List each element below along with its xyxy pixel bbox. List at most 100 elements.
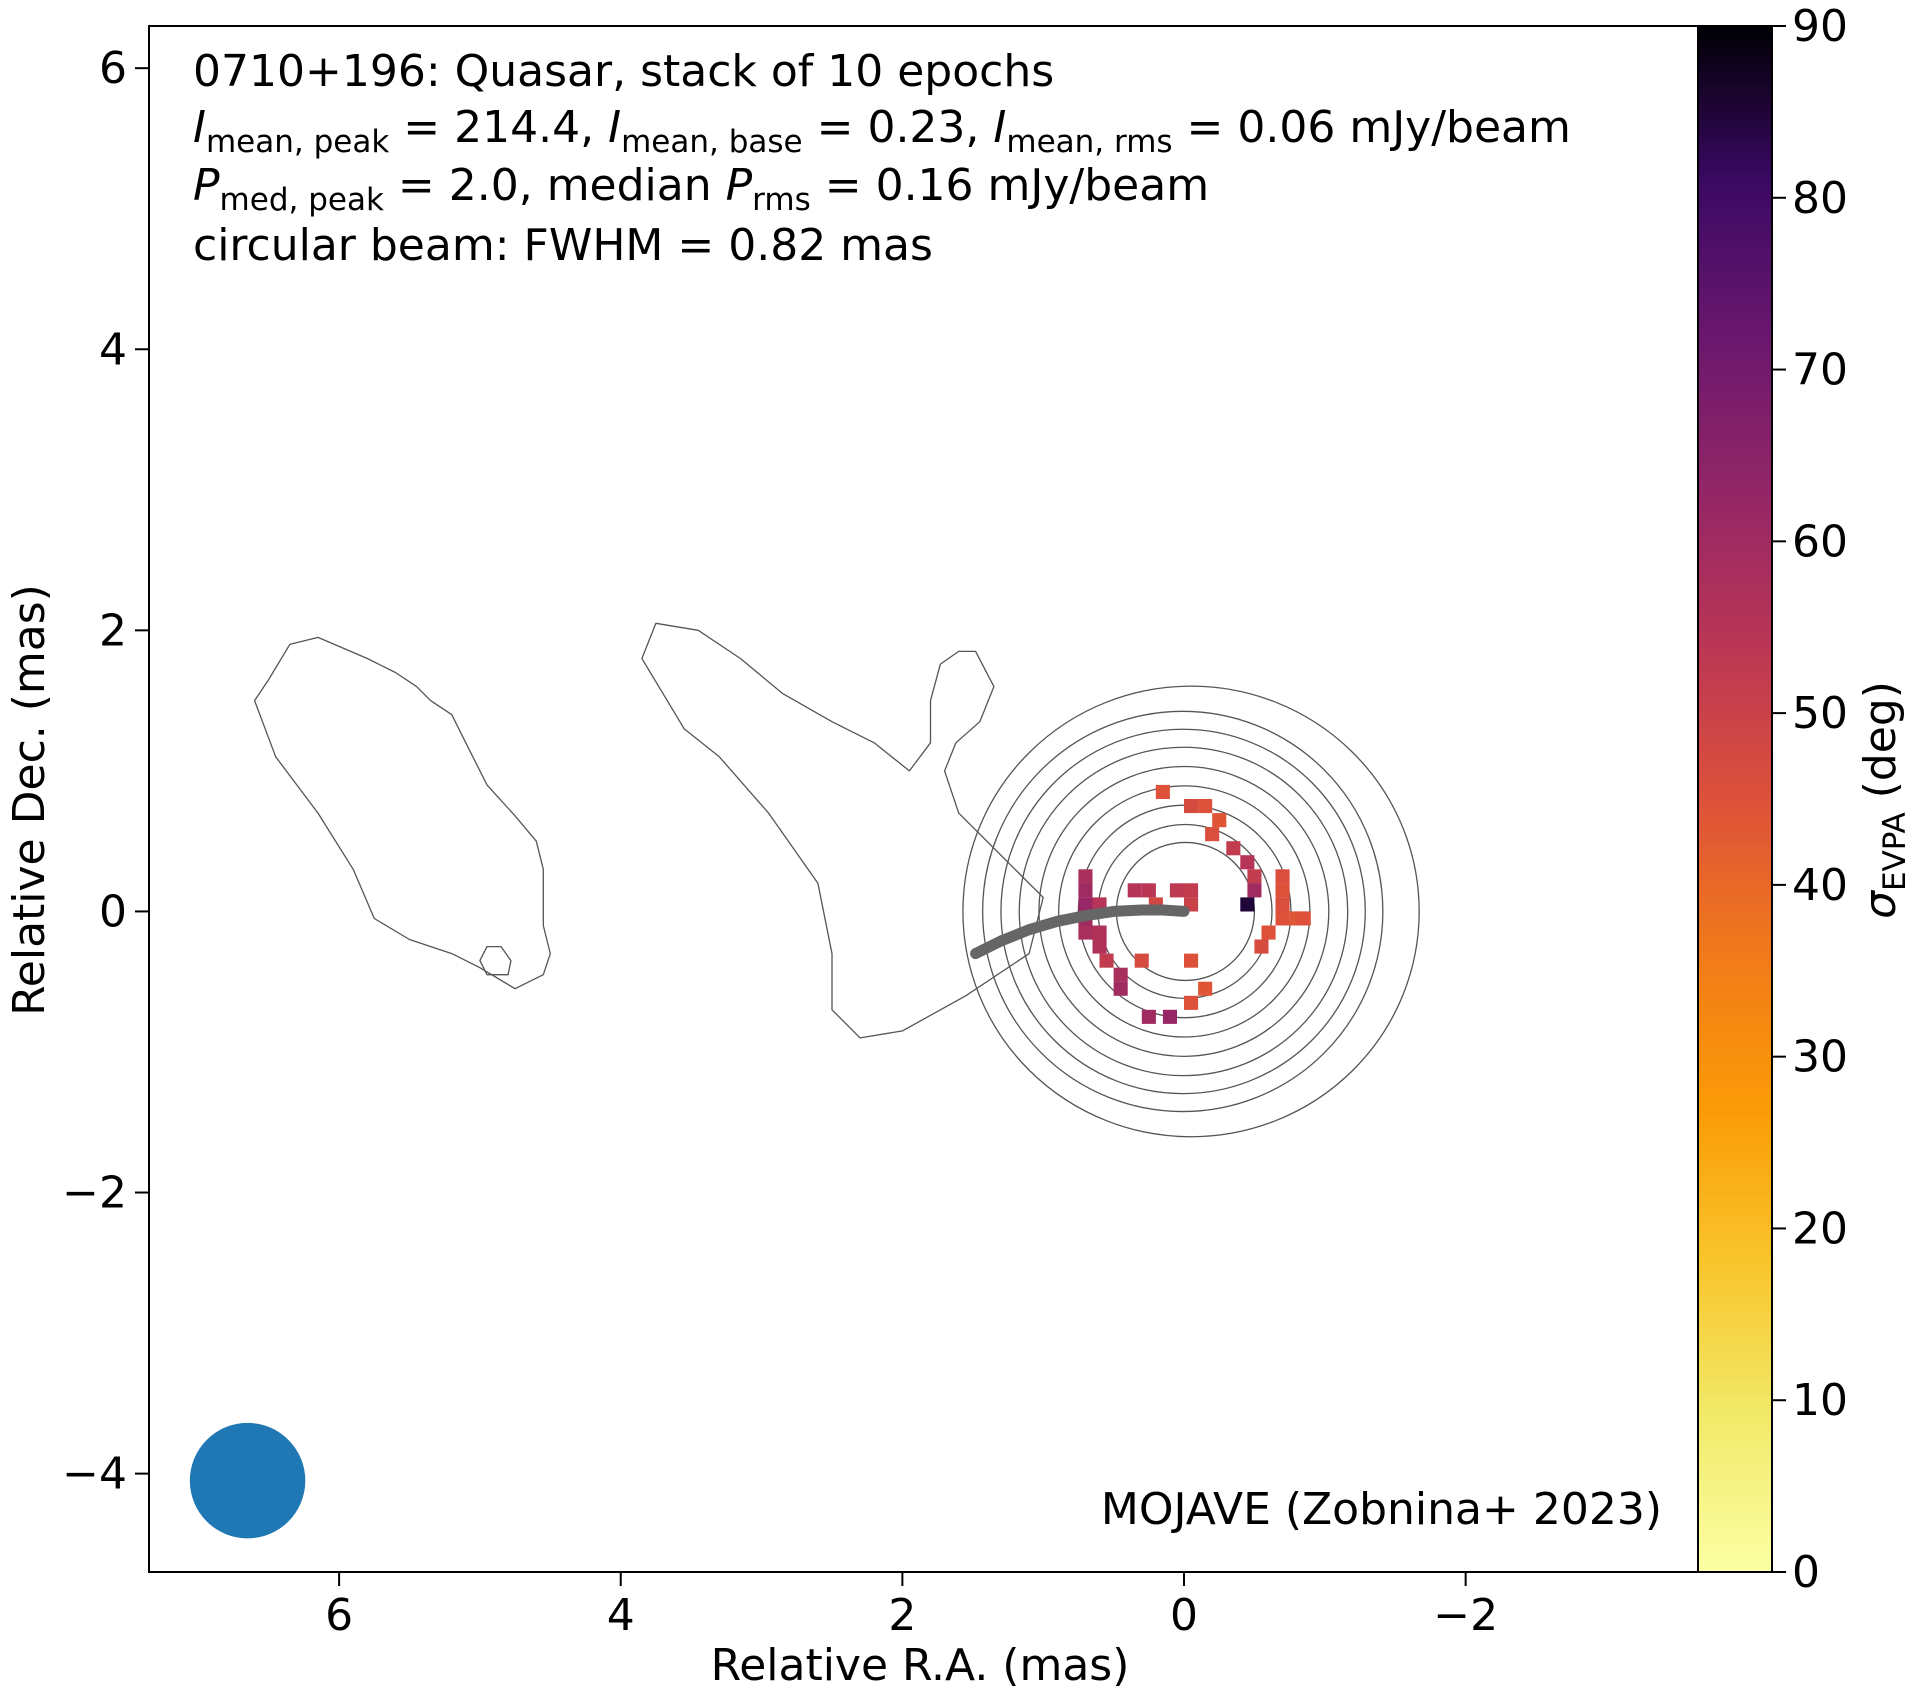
core-contour [1000, 728, 1366, 1095]
evpa-std-pixel [1141, 883, 1156, 898]
info-subscript: rms [752, 182, 811, 218]
evpa-std-pixel [1092, 925, 1107, 940]
colorbar-label-unit: (deg) [1855, 681, 1905, 812]
evpa-std-pixel [1184, 995, 1199, 1010]
x-tick-label: 0 [1170, 1590, 1198, 1641]
evpa-std-pixel [1226, 841, 1241, 856]
jet-ridgeline [970, 904, 1190, 960]
evpa-std-pixel [1184, 953, 1199, 968]
evpa-std-pixel [1155, 784, 1170, 799]
info-polarization: Pmed, peak = 2.0, median Prms = 0.16 mJy… [193, 160, 1209, 218]
info-intensity: Imean, peak = 214.4, Imean, base = 0.23,… [193, 102, 1571, 160]
evpa-std-pixel [1184, 799, 1199, 814]
info-text: = 0.16 mJy/beam [811, 160, 1209, 211]
colorbar-tick-label: 30 [1792, 1032, 1848, 1083]
evpa-std-pixel [1275, 869, 1290, 884]
evpa-std-pixel [1296, 911, 1311, 926]
x-axis-label: Relative R.A. (mas) [711, 1640, 1130, 1691]
evpa-std-pixel [1113, 967, 1128, 982]
evpa-std-pixel [1092, 939, 1107, 954]
evpa-std-pixel [1141, 1009, 1156, 1024]
evpa-std-pixel [1162, 1009, 1177, 1024]
evpa-std-pixel [1240, 897, 1255, 912]
colorbar-label-subscript: EVPA [1877, 812, 1905, 891]
info-text: = 2.0, median [384, 160, 726, 211]
evpa-std-pixel [1078, 883, 1093, 898]
x-tick-label: 2 [888, 1590, 916, 1641]
evpa-std-pixel [1261, 925, 1276, 940]
info-text: = 0.23, [803, 102, 994, 153]
core-contour-outer [962, 685, 1420, 1138]
evpa-std-pixels [1078, 784, 1311, 1024]
evpa-std-pixel [1078, 897, 1093, 912]
evpa-std-pixel [1099, 953, 1114, 968]
y-tick-label: 6 [99, 43, 127, 94]
y-tick-label: 2 [99, 605, 127, 656]
evpa-std-pixel [1205, 827, 1220, 842]
colorbar-tick-label: 10 [1792, 1375, 1848, 1426]
evpa-std-pixel [1212, 813, 1227, 828]
core-contour [1018, 746, 1349, 1077]
intensity-contours [253, 622, 1420, 1138]
colorbar-tick-label: 70 [1792, 345, 1848, 396]
info-text: = 0.06 mJy/beam [1173, 102, 1571, 153]
y-tick-label: −2 [62, 1168, 127, 1219]
info-text: = 214.4, [389, 102, 608, 153]
x-axis-ticks: 6 4 2 0 −2 [325, 1572, 1498, 1641]
evpa-std-pixel [1184, 883, 1199, 898]
info-subscript: mean, peak [206, 124, 389, 160]
jet-lobe-contour [641, 622, 1044, 1039]
x-tick-label: 4 [607, 1590, 635, 1641]
evpa-std-pixel [1275, 897, 1290, 912]
info-subscript: mean, base [621, 124, 803, 160]
evpa-std-pixel [1134, 953, 1149, 968]
evpa-std-pixel [1198, 799, 1213, 814]
info-subscript: med, peak [220, 182, 384, 218]
info-subscript: mean, rms [1006, 124, 1172, 160]
outer-contour-island [253, 636, 551, 990]
y-axis-label: Relative Dec. (mas) [4, 584, 55, 1016]
y-axis-ticks: −4 −2 0 2 4 6 [62, 43, 149, 1500]
colorbar [1697, 25, 1773, 1573]
evpa-std-pixel [1169, 883, 1184, 898]
colorbar-tick-label: 90 [1792, 1, 1848, 52]
colorbar-tick-label: 40 [1792, 860, 1848, 911]
evpa-std-pixel [1275, 911, 1290, 926]
colorbar-ticks: 0 10 20 30 40 50 60 70 80 90 [1772, 1, 1848, 1598]
info-title: 0710+196: Quasar, stack of 10 epochs [193, 46, 1054, 97]
info-beam: circular beam: FWHM = 0.82 mas [193, 220, 933, 271]
evpa-std-pixel [1254, 939, 1269, 954]
core-contour [981, 710, 1384, 1113]
evpa-std-pixel [1113, 981, 1128, 996]
evpa-std-pixel [1078, 869, 1093, 884]
credit-annotation: MOJAVE (Zobnina+ 2023) [1101, 1484, 1662, 1535]
info-symbol: I [993, 102, 1006, 153]
colorbar-tick-label: 50 [1792, 688, 1848, 739]
x-tick-label: 6 [325, 1590, 353, 1641]
info-symbol: P [193, 160, 220, 211]
info-block: 0710+196: Quasar, stack of 10 epochs Ime… [193, 46, 1571, 271]
beam-circle [189, 1422, 306, 1539]
colorbar-label: σEVPA (deg) [1855, 681, 1905, 919]
y-tick-label: −4 [62, 1449, 127, 1500]
evpa-std-pixel [1240, 855, 1255, 870]
info-symbol: I [193, 102, 206, 153]
colorbar-tick-label: 20 [1792, 1203, 1848, 1254]
colorbar-label-symbol: σ [1855, 890, 1905, 919]
colorbar-tick-label: 60 [1792, 516, 1848, 567]
ridgeline-path [970, 904, 1190, 960]
evpa-std-pixel [1275, 883, 1290, 898]
y-tick-label: 0 [99, 886, 127, 937]
info-symbol: I [608, 102, 621, 153]
x-tick-label: −2 [1433, 1590, 1498, 1641]
evpa-std-pixel [1247, 869, 1262, 884]
evpa-std-pixel [1247, 883, 1262, 898]
info-symbol: P [726, 160, 753, 211]
core-contour [1038, 765, 1330, 1057]
evpa-std-pixel [1078, 925, 1093, 940]
y-tick-label: 4 [99, 324, 127, 375]
evpa-std-pixel [1127, 883, 1142, 898]
colorbar-tick-label: 0 [1792, 1547, 1820, 1598]
outer-contour-island [479, 945, 512, 976]
